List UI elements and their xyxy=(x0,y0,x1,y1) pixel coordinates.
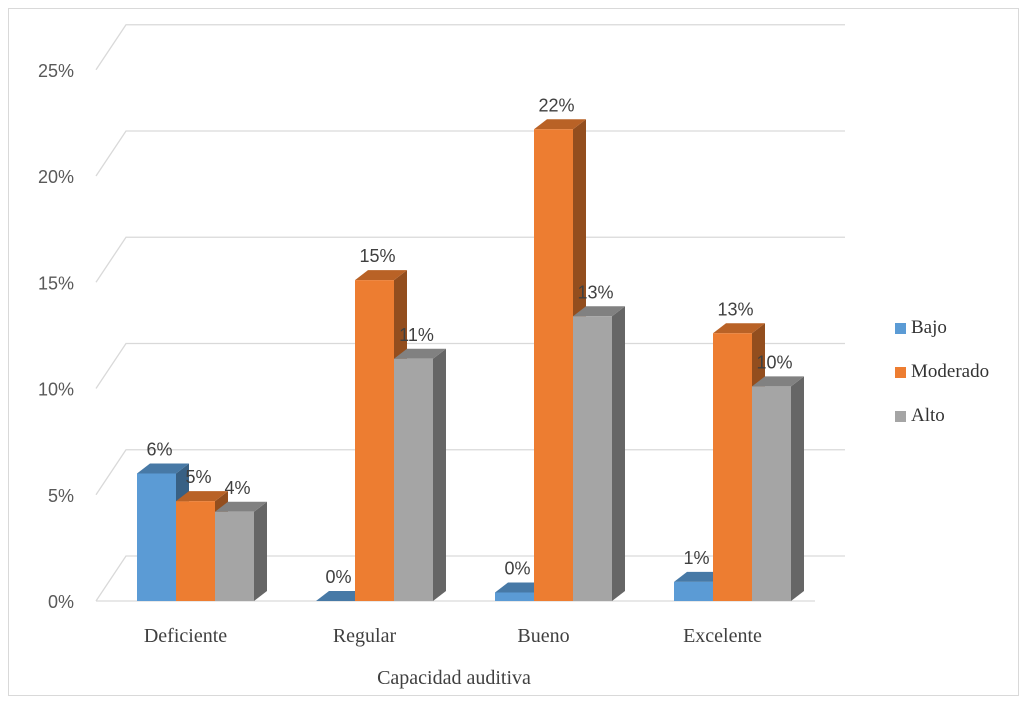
x-tick-label-bueno: Bueno xyxy=(517,625,569,647)
gridline-20- xyxy=(95,130,845,177)
y-tick-label-25-: 25% xyxy=(38,61,74,81)
bar-top-regular-moderado xyxy=(355,270,407,281)
y-tick-label-20-: 20% xyxy=(38,167,74,187)
data-label-bueno-alto: 13% xyxy=(577,282,613,302)
x-tick-label-deficiente: Deficiente xyxy=(144,625,227,647)
bar-deficiente-moderado xyxy=(176,501,215,601)
gridline-25- xyxy=(95,24,845,71)
legend-label-alto: Alto xyxy=(911,405,945,426)
legend-swatch-bajo xyxy=(895,322,906,334)
data-label-deficiente-alto: 4% xyxy=(224,478,250,498)
bar-top-excelente-moderado xyxy=(713,323,765,334)
legend-label-moderado: Moderado xyxy=(911,361,990,382)
bar-bueno-moderado xyxy=(534,129,573,601)
y-tick-label-5-: 5% xyxy=(48,486,74,506)
y-tick-label-15-: 15% xyxy=(38,273,74,293)
data-label-excelente-alto: 10% xyxy=(756,352,792,372)
y-tick-label-0-: 0% xyxy=(48,592,74,612)
legend: Bajo Moderado Alto xyxy=(895,306,989,438)
bar-side-bueno-alto xyxy=(612,306,625,601)
bar-deficiente-bajo xyxy=(137,473,176,601)
bar-top-bueno-alto xyxy=(573,306,625,317)
legend-item-bajo: Bajo xyxy=(895,306,989,350)
data-label-excelente-bajo: 1% xyxy=(683,548,709,568)
legend-swatch-alto xyxy=(895,410,906,422)
bar-deficiente-alto xyxy=(215,511,254,601)
gridline-15- xyxy=(95,236,845,283)
x-tick-label-excelente: Excelente xyxy=(683,625,762,647)
bar-excelente-alto xyxy=(752,386,791,601)
bar-top-deficiente-alto xyxy=(215,501,267,512)
data-label-bueno-bajo: 0% xyxy=(504,559,530,579)
data-label-deficiente-moderado: 5% xyxy=(185,467,211,487)
data-label-regular-bajo: 0% xyxy=(325,567,351,587)
bar-top-excelente-alto xyxy=(752,376,804,387)
legend-label-bajo: Bajo xyxy=(911,317,947,338)
bar-bueno-bajo xyxy=(495,592,534,601)
bar-excelente-moderado xyxy=(713,333,752,601)
bar-regular-alto xyxy=(394,358,433,601)
bar-side-regular-alto xyxy=(433,348,446,601)
data-label-regular-alto: 11% xyxy=(399,325,434,345)
data-label-bueno-moderado: 22% xyxy=(538,95,574,115)
bar-top-bueno-moderado xyxy=(534,119,586,130)
y-tick-label-10-: 10% xyxy=(38,380,74,400)
bar-side-deficiente-alto xyxy=(254,501,267,601)
legend-item-alto: Alto xyxy=(895,394,989,438)
data-label-excelente-moderado: 13% xyxy=(717,299,753,319)
legend-swatch-moderado xyxy=(895,366,906,378)
bar-excelente-bajo xyxy=(674,581,713,601)
bar-side-excelente-alto xyxy=(791,376,804,601)
bar-regular-moderado xyxy=(355,280,394,601)
bar-top-regular-alto xyxy=(394,348,446,359)
legend-item-moderado: Moderado xyxy=(895,350,989,394)
plot-floor xyxy=(96,556,845,601)
bar-top-deficiente-bajo xyxy=(137,463,189,474)
bar-top-deficiente-moderado xyxy=(176,491,228,502)
bar-bueno-alto xyxy=(573,316,612,601)
x-axis-title: Capacidad auditiva xyxy=(377,667,531,689)
data-label-regular-moderado: 15% xyxy=(359,246,395,266)
data-label-deficiente-bajo: 6% xyxy=(146,440,172,460)
x-tick-label-regular: Regular xyxy=(333,625,397,647)
